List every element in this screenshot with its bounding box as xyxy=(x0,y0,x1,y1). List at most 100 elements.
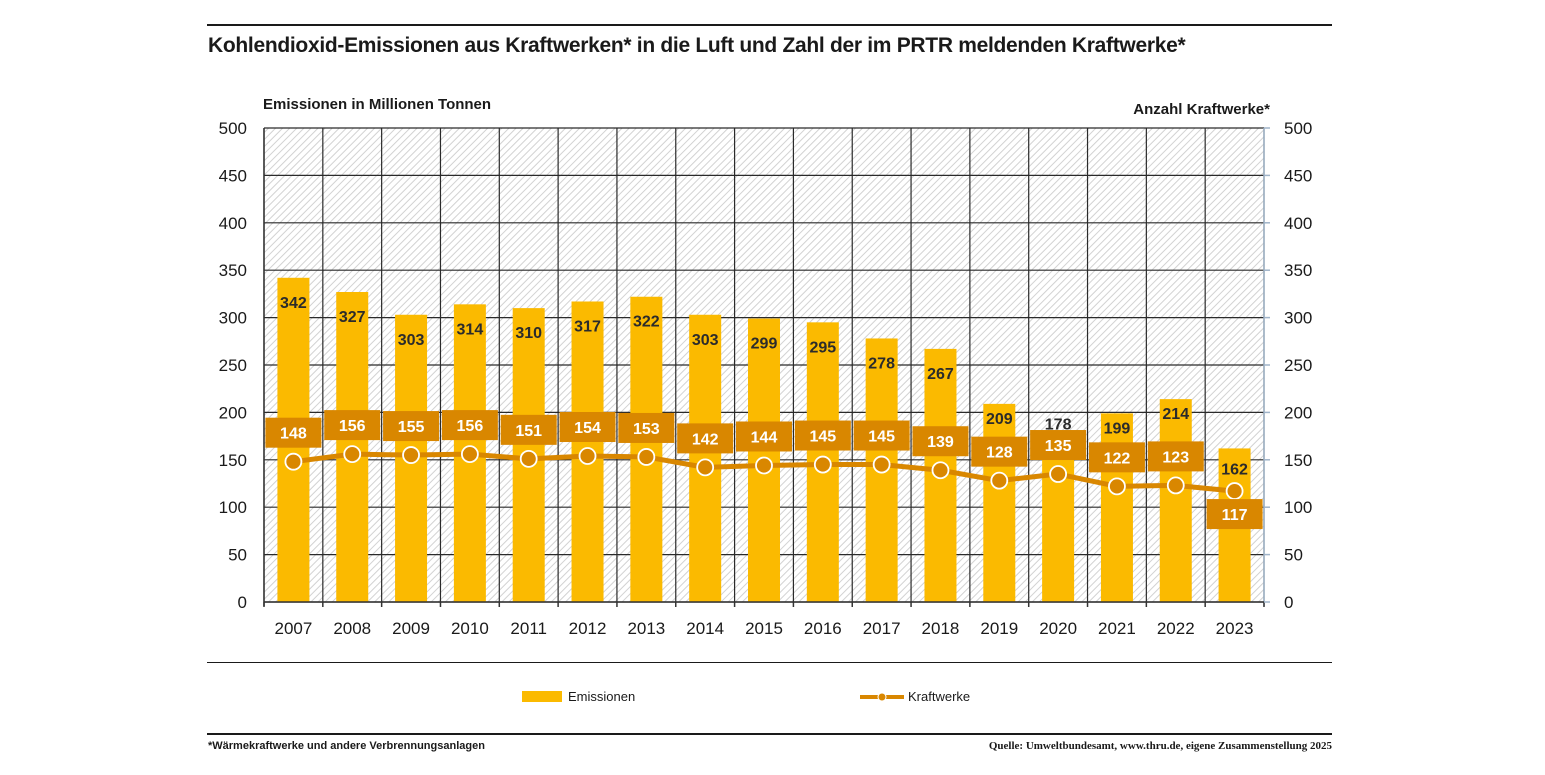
y-tick-label-left: 0 xyxy=(238,593,247,612)
source-note: Quelle: Umweltbundesamt, www.thru.de, ei… xyxy=(988,740,1332,752)
bar-value-label: 299 xyxy=(751,336,778,353)
line-marker xyxy=(755,456,773,475)
line-value-box xyxy=(1147,441,1204,472)
line-marker xyxy=(1225,482,1244,500)
x-tick-label: 2019 xyxy=(980,619,1018,638)
line-marker xyxy=(1049,465,1068,483)
bar-value-label: 327 xyxy=(339,309,366,326)
line-value-label: 128 xyxy=(986,445,1013,462)
legend-item-emissionen: Emissionen xyxy=(522,689,635,704)
y-tick-label-right: 350 xyxy=(1284,261,1312,280)
bar-value-label: 178 xyxy=(1045,416,1072,433)
line-marker xyxy=(637,448,656,466)
x-tick-label: 2015 xyxy=(745,619,783,638)
x-tick-label: 2020 xyxy=(1039,619,1077,638)
line-value-label: 117 xyxy=(1222,507,1248,524)
legend-rule xyxy=(207,662,1332,663)
y-tick-label-right: 200 xyxy=(1284,403,1312,422)
line-value-label: 155 xyxy=(398,419,425,436)
x-tick-label: 2013 xyxy=(627,619,665,638)
x-tick-label: 2022 xyxy=(1157,619,1195,638)
line-value-label: 145 xyxy=(809,429,836,446)
bar-value-label: 267 xyxy=(927,366,954,383)
x-tick-label: 2023 xyxy=(1216,619,1254,638)
bar-value-label: 310 xyxy=(515,325,542,342)
line-value-label: 156 xyxy=(457,418,484,435)
line-value-box xyxy=(500,414,557,445)
bar-value-label: 162 xyxy=(1221,461,1248,478)
y-tick-label-right: 450 xyxy=(1284,166,1312,185)
y-tick-label-left: 100 xyxy=(219,498,247,517)
line-value-box xyxy=(618,412,675,443)
line-marker xyxy=(402,446,420,464)
y-tick-label-left: 250 xyxy=(219,356,247,375)
line-marker xyxy=(1166,476,1185,495)
bar-value-label: 295 xyxy=(809,339,836,356)
x-tick-label: 2021 xyxy=(1098,619,1136,638)
line-value-box xyxy=(736,421,792,452)
line-value-label: 154 xyxy=(574,420,601,437)
line-value-label: 145 xyxy=(868,429,895,446)
bar-emissionen xyxy=(1042,433,1075,602)
line-value-label: 122 xyxy=(1104,450,1131,467)
bar-emissionen xyxy=(983,403,1016,602)
line-value-box xyxy=(794,420,851,451)
line-value-box xyxy=(383,411,440,442)
y-tick-label-left: 200 xyxy=(219,403,247,422)
y-tick-label-right: 500 xyxy=(1284,119,1312,138)
line-value-box xyxy=(559,412,616,443)
bar-value-label: 214 xyxy=(1162,406,1189,423)
y-tick-label-left: 400 xyxy=(219,214,247,233)
line-value-label: 151 xyxy=(515,423,542,440)
line-value-label: 153 xyxy=(633,421,660,438)
line-marker xyxy=(519,449,538,468)
line-value-box xyxy=(265,417,322,448)
y-tick-label-left: 150 xyxy=(219,451,247,470)
y-tick-label-left: 450 xyxy=(219,166,247,185)
y-tick-label-right: 0 xyxy=(1284,593,1293,612)
legend-line-swatch xyxy=(860,692,904,701)
y-tick-label-right: 100 xyxy=(1284,498,1312,517)
y-axis-right-label: Anzahl Kraftwerke* xyxy=(1133,101,1270,118)
top-rule xyxy=(207,24,1332,26)
line-marker xyxy=(578,447,597,465)
x-tick-label: 2018 xyxy=(922,619,960,638)
line-value-box xyxy=(1088,442,1145,473)
bar-value-label: 314 xyxy=(457,321,484,338)
bar-emissionen xyxy=(1100,413,1133,602)
footnote: *Wärmekraftwerke und andere Verbrennungs… xyxy=(208,740,485,752)
line-value-box xyxy=(324,410,381,441)
y-tick-label-right: 300 xyxy=(1284,309,1312,328)
y-tick-label-right: 50 xyxy=(1284,546,1303,565)
line-value-label: 135 xyxy=(1045,438,1072,455)
x-tick-label: 2011 xyxy=(510,619,547,638)
line-series xyxy=(284,445,1244,500)
y-tick-label-left: 50 xyxy=(228,546,247,565)
line-value-label: 144 xyxy=(751,429,778,446)
bar-value-label: 303 xyxy=(398,332,425,349)
y-tick-label-right: 400 xyxy=(1284,214,1312,233)
footer-rule xyxy=(207,733,1332,735)
line-value-label: 123 xyxy=(1162,449,1189,466)
x-tick-label: 2016 xyxy=(804,619,842,638)
x-tick-label: 2009 xyxy=(392,619,430,638)
bar-value-label: 303 xyxy=(692,332,719,349)
y-tick-label-left: 300 xyxy=(219,309,247,328)
line-marker xyxy=(990,471,1009,490)
line-value-box xyxy=(853,420,910,451)
x-tick-label: 2007 xyxy=(274,619,312,638)
legend-label: Kraftwerke xyxy=(908,689,971,704)
line-marker xyxy=(284,452,303,471)
line-value-box xyxy=(1030,430,1087,461)
bar-value-label: 199 xyxy=(1104,420,1131,437)
x-tick-label: 2012 xyxy=(569,619,607,638)
y-tick-label-right: 250 xyxy=(1284,356,1312,375)
line-marker xyxy=(343,445,362,464)
y-tick-label-right: 150 xyxy=(1284,451,1312,470)
bar-value-label: 342 xyxy=(280,295,307,312)
chart-title: Kohlendioxid-Emissionen aus Kraftwerken*… xyxy=(208,34,1186,57)
line-value-box xyxy=(912,426,969,457)
bar-value-label: 209 xyxy=(986,411,1013,428)
line-value-label: 148 xyxy=(280,426,307,443)
